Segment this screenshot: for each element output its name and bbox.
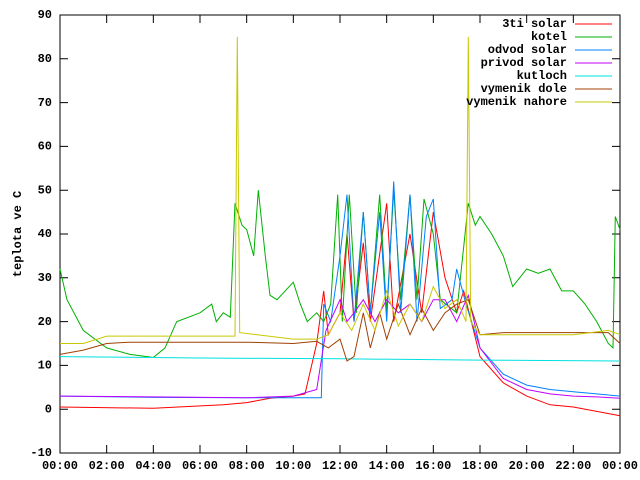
- legend-label: odvod solar: [488, 43, 567, 57]
- x-tick-label: 12:00: [322, 459, 358, 473]
- x-tick-label: 00:00: [602, 459, 638, 473]
- x-tick-label: 20:00: [509, 459, 545, 473]
- series-line: [59, 181, 621, 399]
- x-tick-label: 16:00: [415, 459, 451, 473]
- y-tick-label: 20: [38, 315, 52, 329]
- series-line: [59, 293, 621, 399]
- x-tick-label: 02:00: [89, 459, 125, 473]
- legend-label: vymenik dole: [481, 82, 567, 96]
- legend-label: 3ti solar: [502, 17, 567, 31]
- y-tick-label: 90: [38, 8, 52, 22]
- y-tick-label: 50: [38, 183, 52, 197]
- y-tick-label: 40: [38, 227, 52, 241]
- series-line: [60, 36, 621, 344]
- x-tick-label: 00:00: [42, 459, 78, 473]
- x-tick-label: 06:00: [182, 459, 218, 473]
- x-tick-label: 22:00: [555, 459, 591, 473]
- y-tick-label: 70: [38, 96, 52, 110]
- y-axis-label: teplota ve C: [11, 191, 25, 277]
- legend-label: vymenik nahore: [466, 95, 567, 109]
- y-tick-label: 10: [38, 359, 52, 373]
- y-tick-label: 80: [38, 52, 52, 66]
- y-tick-label: 0: [45, 402, 52, 416]
- series-line: [59, 190, 621, 359]
- legend-label: privod solar: [481, 56, 567, 70]
- x-tick-label: 10:00: [275, 459, 311, 473]
- y-tick-label: 30: [38, 271, 52, 285]
- y-tick-label: -10: [30, 446, 52, 460]
- x-tick-label: 04:00: [135, 459, 171, 473]
- x-tick-label: 08:00: [229, 459, 265, 473]
- legend-label: kotel: [531, 30, 567, 44]
- series-line: [59, 356, 621, 362]
- y-tick-label: 60: [38, 140, 52, 154]
- x-tick-label: 18:00: [462, 459, 498, 473]
- x-tick-label: 14:00: [369, 459, 405, 473]
- legend-label: kutloch: [517, 69, 567, 83]
